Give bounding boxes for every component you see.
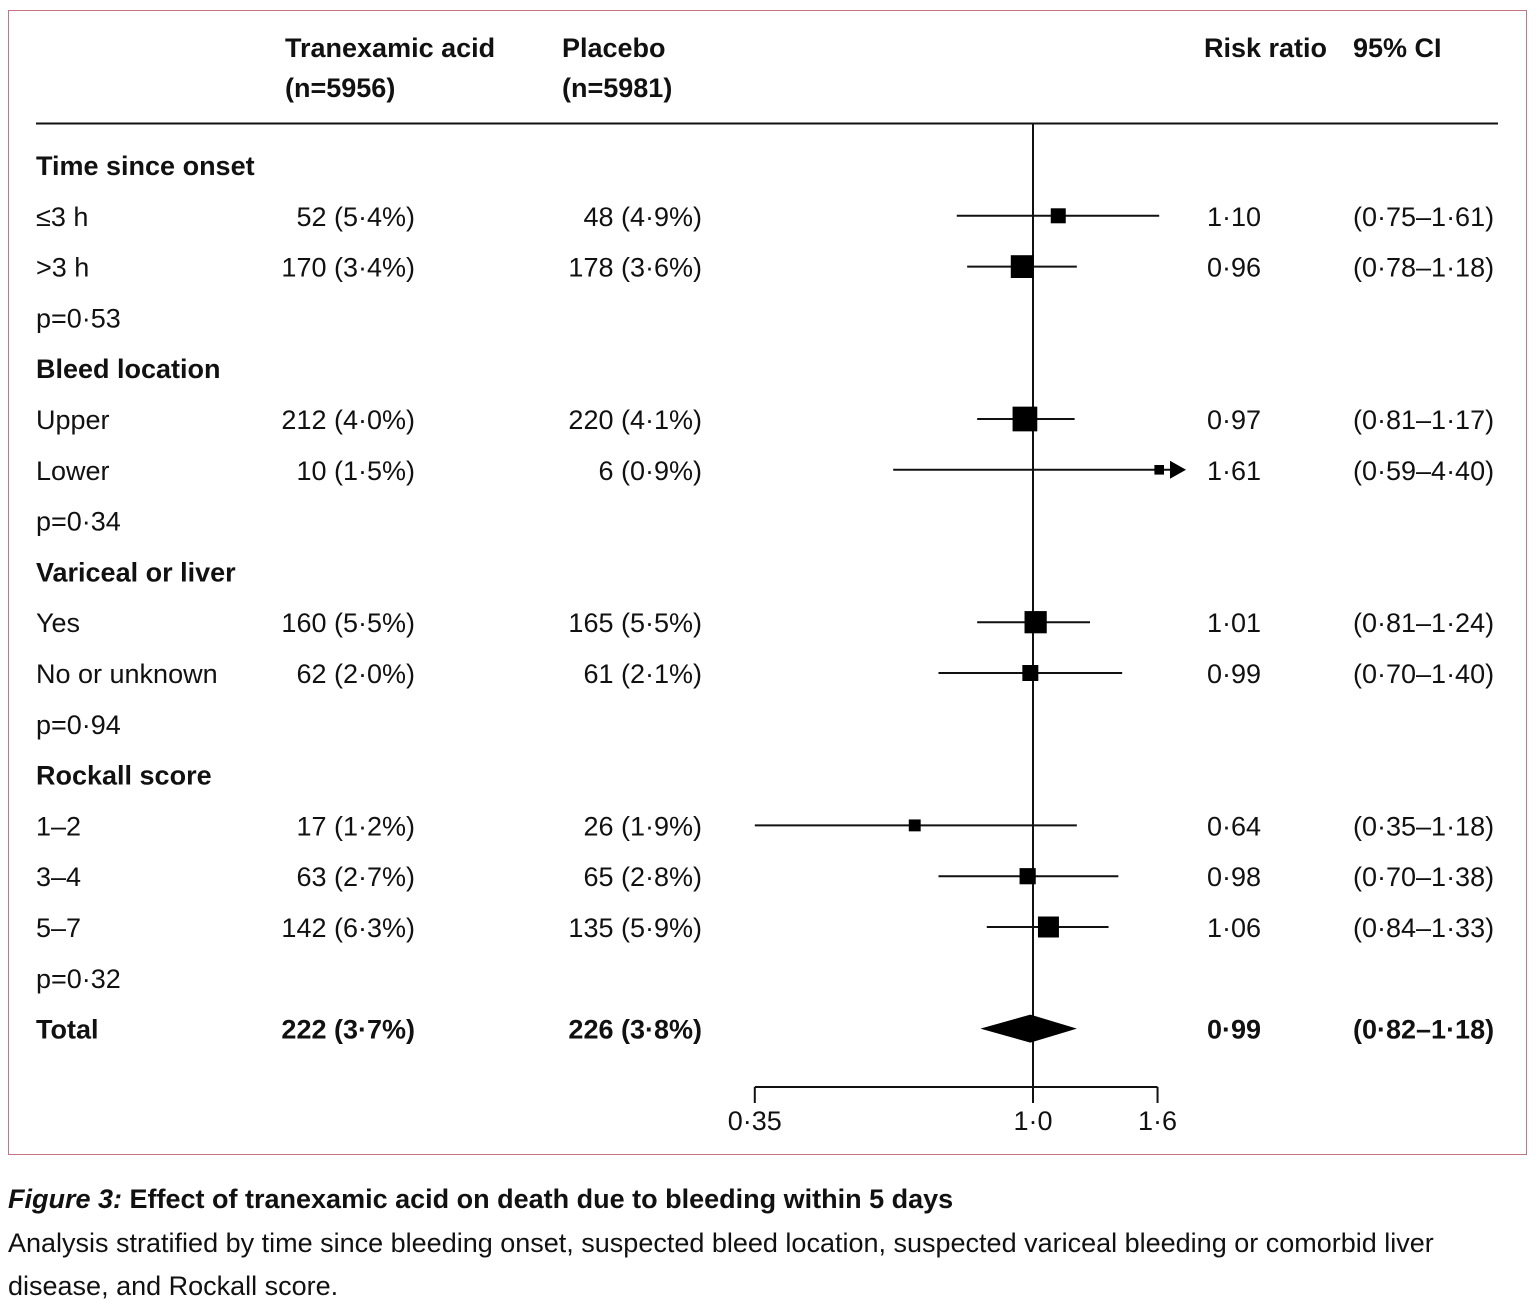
point-estimate-square <box>1037 916 1059 938</box>
figure-title: Effect of tranexamic acid on death due t… <box>122 1184 954 1214</box>
x-tick-label: 0·35 <box>728 1106 782 1136</box>
risk-ratio-value: 0·99 <box>1207 659 1261 689</box>
x-tick-label: 1·0 <box>1013 1106 1052 1136</box>
treatment-events: 63 (2·7%) <box>296 862 415 892</box>
risk-ratio-value: 0·64 <box>1207 811 1261 841</box>
figure-frame <box>8 10 1527 1155</box>
column-header-placebo-n: (n=5981) <box>562 73 672 103</box>
forest-plot: Tranexamic acid (n=5956) Placebo (n=5981) Ri… <box>36 33 1498 1136</box>
row-label: 1–2 <box>36 811 81 841</box>
row-label: 5–7 <box>36 913 81 943</box>
placebo-events: 26 (1·9%) <box>583 811 702 841</box>
risk-ratio-value: 0·98 <box>1207 862 1261 892</box>
ci-value: (0·81–1·24) <box>1353 608 1494 638</box>
point-estimate-square <box>1050 208 1066 224</box>
column-header-risk-ratio: Risk ratio <box>1204 33 1327 63</box>
treatment-events: 160 (5·5%) <box>281 608 415 638</box>
ci-value: (0·84–1·33) <box>1353 913 1494 943</box>
column-header-treatment-n: (n=5956) <box>285 73 395 103</box>
risk-ratio-value: 0·96 <box>1207 253 1261 283</box>
treatment-events: 170 (3·4%) <box>281 253 415 283</box>
ci-value: (0·70–1·40) <box>1353 659 1494 689</box>
ci-value: (0·35–1·18) <box>1353 811 1494 841</box>
row-label: Yes <box>36 608 80 638</box>
truncation-arrow-icon <box>1170 460 1186 479</box>
placebo-events: 165 (5·5%) <box>568 608 702 638</box>
treatment-events: 222 (3·7%) <box>281 1015 415 1045</box>
x-tick-label: 1·6 <box>1138 1106 1177 1136</box>
point-estimate-square <box>908 819 921 832</box>
subgroup-header: Rockall score <box>36 761 212 791</box>
ci-value: (0·81–1·17) <box>1353 405 1494 435</box>
subgroup-header: Bleed location <box>36 354 221 384</box>
treatment-events: 142 (6·3%) <box>281 913 415 943</box>
figure-label: Figure 3: <box>8 1184 123 1214</box>
point-estimate-square <box>1022 665 1039 681</box>
treatment-events: 62 (2·0%) <box>296 659 415 689</box>
column-header-placebo: Placebo <box>562 33 666 63</box>
pooled-estimate-diamond <box>980 1014 1077 1043</box>
treatment-events: 17 (1·2%) <box>296 811 415 841</box>
ci-value: (0·75–1·61) <box>1353 202 1494 232</box>
column-header-ci: 95% CI <box>1353 33 1442 63</box>
column-header-treatment: Tranexamic acid <box>285 33 495 63</box>
ci-value: (0·82–1·18) <box>1353 1015 1494 1045</box>
figure-caption-title: Figure 3: Effect of tranexamic acid on d… <box>8 1178 1528 1221</box>
row-label: No or unknown <box>36 659 218 689</box>
row-label: Lower <box>36 456 110 486</box>
placebo-events: 220 (4·1%) <box>568 405 702 435</box>
row-label: Total <box>36 1015 99 1045</box>
p-value: p=0·34 <box>36 507 121 537</box>
placebo-events: 6 (0·9%) <box>598 456 702 486</box>
treatment-events: 52 (5·4%) <box>296 202 415 232</box>
placebo-events: 65 (2·8%) <box>583 862 702 892</box>
point-estimate-square <box>1010 255 1034 278</box>
row-label: Upper <box>36 405 110 435</box>
subgroup-header: Time since onset <box>36 151 255 181</box>
row-label: >3 h <box>36 253 89 283</box>
figure-caption-text: Analysis stratified by time since bleedi… <box>8 1228 1434 1301</box>
p-value: p=0·53 <box>36 303 121 333</box>
risk-ratio-value: 1·10 <box>1207 202 1261 232</box>
placebo-events: 135 (5·9%) <box>568 913 702 943</box>
treatment-events: 10 (1·5%) <box>296 456 415 486</box>
row-label: 3–4 <box>36 862 81 892</box>
ci-value: (0·59–4·40) <box>1353 456 1494 486</box>
risk-ratio-value: 1·01 <box>1207 608 1261 638</box>
risk-ratio-value: 1·61 <box>1207 456 1261 486</box>
placebo-events: 61 (2·1%) <box>583 659 702 689</box>
placebo-events: 48 (4·9%) <box>583 202 702 232</box>
point-estimate-square <box>1012 406 1038 432</box>
placebo-events: 226 (3·8%) <box>568 1015 702 1045</box>
subgroup-header: Variceal or liver <box>36 557 236 587</box>
treatment-events: 212 (4·0%) <box>281 405 415 435</box>
point-estimate-square <box>1024 611 1047 634</box>
placebo-events: 178 (3·6%) <box>568 253 702 283</box>
row-label: ≤3 h <box>36 202 88 232</box>
ci-value: (0·70–1·38) <box>1353 862 1494 892</box>
risk-ratio-value: 0·99 <box>1207 1015 1261 1045</box>
p-value: p=0·94 <box>36 710 121 740</box>
point-estimate-square <box>1154 465 1165 475</box>
risk-ratio-value: 1·06 <box>1207 913 1261 943</box>
risk-ratio-value: 0·97 <box>1207 405 1261 435</box>
ci-value: (0·78–1·18) <box>1353 253 1494 283</box>
p-value: p=0·32 <box>36 964 121 994</box>
point-estimate-square <box>1019 868 1036 885</box>
